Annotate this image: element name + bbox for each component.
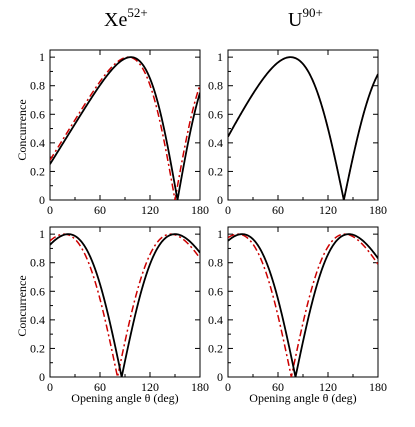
panel-bottom-right: 0 60 120 180 0 0.2 0.4 0.6 0.8 1 <box>208 226 387 394</box>
x-tick-label: 60 <box>272 380 284 394</box>
column-title-xe: Xe52+ <box>104 5 148 31</box>
y-tick-label: 0.8 <box>208 256 223 270</box>
y-tick-label: 0.4 <box>30 136 45 150</box>
x-tick-label: 120 <box>319 380 337 394</box>
x-tick-label: 60 <box>94 203 106 217</box>
x-tick-label: 120 <box>141 380 159 394</box>
y-tick-label: 0.2 <box>208 341 223 355</box>
x-tick-label: 60 <box>94 380 106 394</box>
y-tick-label: 0.2 <box>30 164 45 178</box>
y-tick-label: 1 <box>39 227 45 241</box>
series-line-dashdot <box>228 56 378 200</box>
series-line-dashdot <box>228 233 378 377</box>
y-tick-label: 0.6 <box>30 284 45 298</box>
plot-frame <box>49 226 201 378</box>
panel-top-left: 0 60 120 180 0 0.2 0.4 0.6 0.8 1 <box>30 49 209 217</box>
series-line-solid <box>228 233 378 377</box>
column-title-u: U90+ <box>288 5 323 31</box>
y-tick-label: 0.4 <box>208 313 223 327</box>
y-tick-label: 0 <box>217 193 223 207</box>
plot-frame <box>227 226 379 378</box>
x-tick-label: 120 <box>319 203 337 217</box>
series-line-solid <box>50 56 200 200</box>
series-line-dashdot <box>50 233 200 377</box>
xlabel-right: Opening angle θ (deg) <box>249 391 356 405</box>
y-tick-label: 0.8 <box>30 79 45 93</box>
y-tick-label: 0 <box>217 370 223 384</box>
x-tick-label: 180 <box>191 380 209 394</box>
x-tick-label: 0 <box>225 203 231 217</box>
y-tick-label: 1 <box>217 50 223 64</box>
panel-top-right: 0 60 120 180 0 0.2 0.4 0.6 0.8 1 <box>208 49 387 217</box>
x-tick-label: 0 <box>47 380 53 394</box>
y-tick-label: 0 <box>39 193 45 207</box>
y-tick-label: 0.4 <box>30 313 45 327</box>
y-tick-label: 0.8 <box>208 79 223 93</box>
plot-frame <box>227 49 379 201</box>
y-tick-label: 0 <box>39 370 45 384</box>
x-tick-label: 0 <box>225 380 231 394</box>
series-line-solid <box>50 233 200 377</box>
y-tick-label: 0.6 <box>208 107 223 121</box>
x-tick-label: 0 <box>47 203 53 217</box>
y-tick-label: 1 <box>217 227 223 241</box>
x-tick-label: 180 <box>369 380 387 394</box>
y-tick-label: 1 <box>39 50 45 64</box>
y-tick-label: 0.2 <box>208 164 223 178</box>
x-tick-label: 180 <box>369 203 387 217</box>
x-tick-label: 180 <box>191 203 209 217</box>
panel-bottom-left: 0 60 120 180 0 0.2 0.4 0.6 0.8 1 <box>30 226 209 394</box>
series-line-solid <box>228 56 378 200</box>
y-tick-label: 0.6 <box>30 107 45 121</box>
y-tick-label: 0.2 <box>30 341 45 355</box>
y-tick-label: 0.4 <box>208 136 223 150</box>
y-tick-label: 0.6 <box>208 284 223 298</box>
ylabel-bottom: Concurrence <box>15 275 29 336</box>
x-tick-label: 120 <box>141 203 159 217</box>
y-tick-label: 0.8 <box>30 256 45 270</box>
xlabel-left: Opening angle θ (deg) <box>71 391 178 405</box>
ylabel-top: Concurrence <box>15 99 29 160</box>
series-line-dashdot <box>50 56 200 200</box>
x-tick-label: 60 <box>272 203 284 217</box>
